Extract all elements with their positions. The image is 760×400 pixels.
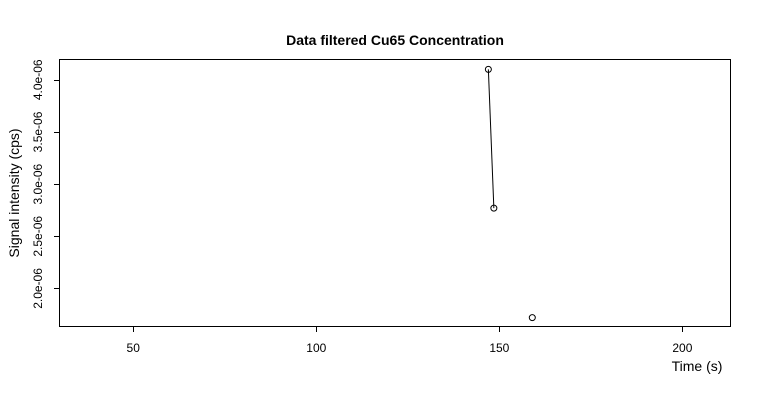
y-tick-label: 4.0e-06	[31, 59, 45, 100]
data-point	[490, 204, 498, 212]
x-tick-label: 150	[489, 341, 509, 355]
x-axis: 50 100 150 200	[127, 326, 693, 355]
y-axis: 2.0e-06 2.5e-06 3.0e-06 3.5e-06 4.0e-06	[31, 59, 60, 309]
y-axis-label: Signal intensity (cps)	[6, 128, 22, 257]
x-tick-label: 100	[306, 341, 326, 355]
y-tick-label: 3.5e-06	[31, 111, 45, 152]
y-tick-label: 3.0e-06	[31, 163, 45, 204]
chart-title: Data filtered Cu65 Concentration	[286, 32, 504, 48]
data-point	[484, 65, 492, 73]
series-segment	[487, 69, 495, 209]
plot-frame	[59, 59, 731, 327]
x-tick-label: 50	[127, 341, 141, 355]
series-layer	[484, 65, 536, 322]
x-tick-label: 200	[672, 341, 692, 355]
y-tick-label: 2.5e-06	[31, 216, 45, 257]
y-tick-label: 2.0e-06	[31, 268, 45, 309]
data-point	[528, 314, 536, 322]
x-axis-label: Time (s)	[672, 358, 723, 374]
